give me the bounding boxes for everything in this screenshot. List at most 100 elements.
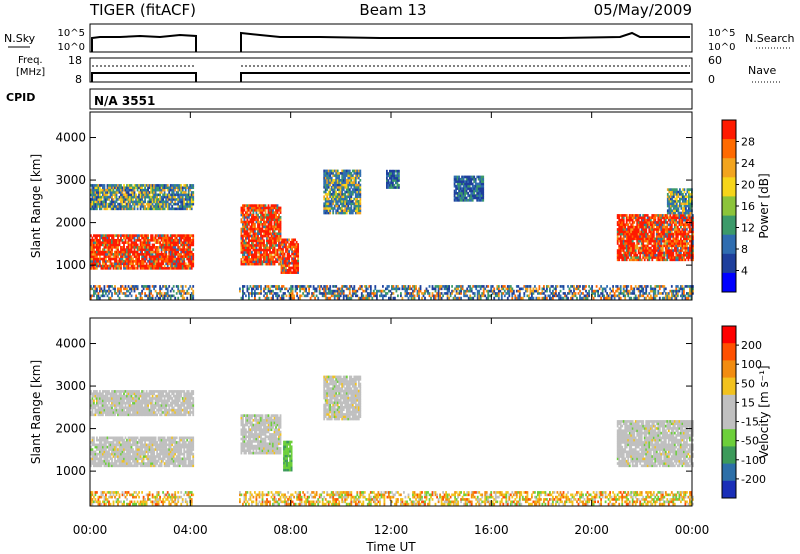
heatmap-cell xyxy=(242,246,244,250)
heatmap-cell xyxy=(266,262,268,266)
heatmap-cell xyxy=(249,244,252,247)
heatmap-cell xyxy=(109,253,112,256)
heatmap-cell xyxy=(103,287,106,291)
heatmap-cell xyxy=(291,271,294,274)
heatmap-cell xyxy=(477,182,480,186)
heatmap-cell xyxy=(96,296,98,300)
heatmap-cell xyxy=(324,174,327,177)
heatmap-cell xyxy=(291,252,294,256)
heatmap-cell xyxy=(180,195,183,199)
heatmap-cell xyxy=(276,255,279,259)
heatmap-cell xyxy=(147,294,150,298)
heatmap-cell xyxy=(141,260,144,263)
heatmap-cell xyxy=(258,251,261,254)
heatmap-cell xyxy=(243,225,246,229)
heatmap-cell xyxy=(651,228,654,231)
heatmap-cell xyxy=(670,251,673,255)
heatmap-cell xyxy=(249,227,252,231)
heatmap-cell xyxy=(645,235,648,238)
heatmap-cell xyxy=(372,294,375,298)
heatmap-cell xyxy=(376,296,378,300)
heatmap-cell xyxy=(90,234,92,237)
heatmap-cell xyxy=(658,235,661,238)
heatmap-cell xyxy=(663,258,666,262)
heatmap-cell xyxy=(136,184,139,187)
heatmap-cell xyxy=(99,195,101,199)
heatmap-cell xyxy=(654,221,657,224)
heatmap-cell xyxy=(692,249,694,252)
heatmap-cell xyxy=(279,248,282,252)
heatmap-cell xyxy=(347,174,350,177)
heatmap-cell xyxy=(192,202,195,206)
heatmap-cell xyxy=(254,255,256,259)
heatmap-cell xyxy=(175,191,178,194)
heatmap-cell xyxy=(105,267,107,270)
heatmap-cell xyxy=(646,237,649,241)
heatmap-cell xyxy=(150,267,153,270)
heatmap-cell xyxy=(666,253,669,257)
heatmap-cell xyxy=(627,218,630,222)
heatmap-cell xyxy=(464,194,467,197)
heatmap-cell xyxy=(183,255,186,258)
heatmap-cell xyxy=(323,289,326,293)
heatmap-cell xyxy=(459,199,462,202)
heatmap-cell xyxy=(255,292,258,295)
heatmap-cell xyxy=(350,296,353,300)
heatmap-cell xyxy=(624,253,627,257)
heatmap-cell xyxy=(396,172,399,175)
heatmap-cell xyxy=(453,192,456,195)
heatmap-cell xyxy=(682,209,684,213)
heatmap-cell xyxy=(669,216,672,220)
heatmap-cell xyxy=(680,249,682,252)
heatmap-cell xyxy=(276,248,279,252)
heatmap-cell xyxy=(187,193,190,197)
heatmap-cell xyxy=(477,175,480,179)
heatmap-cell xyxy=(465,189,468,193)
heatmap-cell xyxy=(276,211,279,214)
heatmap-cell xyxy=(332,289,335,293)
heatmap-cell xyxy=(123,186,125,190)
heatmap-cell xyxy=(642,239,645,243)
heatmap-cell xyxy=(118,250,121,254)
heatmap-cell xyxy=(692,225,694,229)
heatmap-cell xyxy=(163,184,166,187)
heatmap-cell xyxy=(458,182,461,186)
heatmap-cell xyxy=(151,207,154,211)
heatmap-cell xyxy=(299,287,302,291)
heatmap-cell xyxy=(345,200,348,203)
heatmap-cell xyxy=(171,287,174,291)
heatmap-cell xyxy=(669,211,672,215)
heatmap-cell xyxy=(336,287,339,291)
heatmap-cell xyxy=(473,194,476,197)
heatmap-cell xyxy=(663,244,666,248)
heatmap-cell xyxy=(181,236,184,240)
heatmap-cell xyxy=(345,294,348,298)
heatmap-cell xyxy=(515,296,518,300)
heatmap-cell xyxy=(692,246,694,250)
heatmap-cell xyxy=(681,221,684,224)
heatmap-cell xyxy=(148,296,151,300)
heatmap-cell xyxy=(276,260,279,264)
heatmap-cell xyxy=(153,195,156,199)
heatmap-cell xyxy=(99,198,101,201)
heatmap-cell xyxy=(154,285,157,288)
heatmap-cell xyxy=(526,294,529,298)
heatmap-cell xyxy=(141,202,144,206)
heatmap-cell xyxy=(689,209,692,213)
heatmap-cell xyxy=(397,294,399,298)
heatmap-cell xyxy=(108,205,110,208)
heatmap-cell xyxy=(470,194,473,197)
heatmap-cell xyxy=(135,294,138,298)
heatmap-cell xyxy=(348,209,351,213)
heatmap-cell xyxy=(660,235,663,238)
heatmap-cell xyxy=(127,188,130,192)
heatmap-cell xyxy=(115,262,118,266)
heatmap-cell xyxy=(114,243,116,247)
heatmap-cell xyxy=(166,255,169,258)
heatmap-cell xyxy=(669,204,672,208)
heatmap-cell xyxy=(111,234,113,237)
heatmap-cell xyxy=(508,294,511,298)
heatmap-cell xyxy=(174,241,177,244)
heatmap-cell xyxy=(341,174,344,177)
heatmap-cell xyxy=(676,237,679,241)
